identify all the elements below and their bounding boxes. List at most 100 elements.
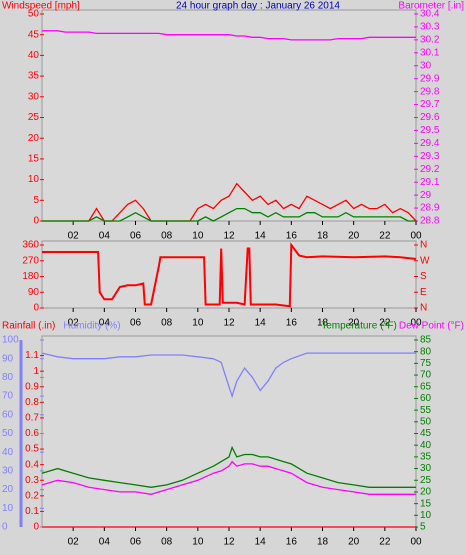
y-tick-label: 0.5	[25, 444, 39, 455]
x-tick-label: 14	[255, 537, 267, 548]
x-tick-label: 00	[410, 537, 422, 548]
y3-tick-label: 0	[2, 522, 8, 533]
x-tick-label: 06	[130, 231, 142, 242]
x-tick-label: 10	[192, 537, 204, 548]
y2-tick-label: 70	[420, 370, 432, 381]
plot-frame	[41, 240, 417, 309]
x-tick-label: 00	[410, 231, 422, 242]
y2-tick-label: 29.8	[420, 86, 440, 97]
y2-tick-label: 30.1	[420, 47, 440, 58]
y-tick-label: 270	[22, 255, 39, 266]
x-tick-label: 22	[379, 537, 391, 548]
x-tick-label: 20	[348, 318, 360, 329]
y-tick-label: 0	[33, 522, 39, 533]
y2-tick-label: 65	[420, 381, 432, 392]
y-tick-label: 0.9	[25, 381, 39, 392]
y-tick-label: 15	[28, 154, 40, 165]
x-tick-label: 16	[286, 231, 298, 242]
y2-tick-label: 40	[420, 440, 432, 451]
x-tick-label: 08	[161, 231, 173, 242]
y2-tick-label: 28.9	[420, 203, 440, 214]
x-tick-label: 12	[223, 537, 235, 548]
y2-tick-label: 29.9	[420, 73, 440, 84]
x-tick-label: 02	[68, 231, 80, 242]
y-tick-label: 0.2	[25, 490, 39, 501]
series-line	[42, 207, 416, 222]
y2-tick-label: 20	[420, 487, 432, 498]
series-label: Rainfall (.in)	[2, 321, 55, 332]
x-tick-label: 14	[255, 231, 267, 242]
y2-tick-label: 29.7	[420, 99, 440, 110]
y-tick-label: 25	[28, 112, 40, 123]
y2-tick-label: 30	[420, 60, 432, 71]
y-tick-label: 0.7	[25, 413, 39, 424]
y2-tick-label: 45	[420, 428, 432, 439]
y-tick-label: 20	[28, 133, 40, 144]
x-tick-label: 04	[99, 231, 111, 242]
y2-tick-label: 29.6	[420, 112, 440, 123]
y2-tick-label: E	[420, 287, 427, 298]
y2-tick-label: N	[420, 240, 427, 251]
y2-tick-label: 29.4	[420, 138, 440, 149]
chart-title: 24 hour graph day : January 26 2014	[176, 1, 340, 12]
x-tick-label: 16	[286, 318, 298, 329]
y2-tick-label: 25	[420, 475, 432, 486]
y-tick-label: 30	[28, 91, 40, 102]
y3-tick-label: 70	[2, 391, 14, 402]
y2-tick-label: W	[420, 255, 430, 266]
x-tick-label: 18	[317, 318, 329, 329]
x-tick-label: 16	[286, 537, 298, 548]
series-label: Barometer [.in]	[398, 1, 464, 12]
y2-tick-label: 5	[420, 522, 426, 533]
y2-tick-label: 10	[420, 510, 432, 521]
x-tick-label: 06	[130, 537, 142, 548]
y-tick-label: 0.1	[25, 506, 39, 517]
y3-tick-label: 60	[2, 409, 14, 420]
y2-tick-label: N	[420, 303, 427, 314]
y2-tick-label: 29.3	[420, 151, 440, 162]
x-tick-label: 14	[255, 318, 267, 329]
series-line	[41, 352, 416, 399]
y2-tick-label: 29.1	[420, 177, 440, 188]
y-tick-label: 0	[33, 216, 39, 227]
y-tick-label: 45	[28, 29, 40, 40]
plot-frame	[41, 335, 417, 528]
y-tick-label: 0	[33, 303, 39, 314]
y-tick-label: 360	[22, 240, 39, 251]
y-tick-label: 0.8	[25, 397, 39, 408]
y2-tick-label: 80	[420, 346, 432, 357]
x-tick-label: 10	[192, 231, 204, 242]
x-tick-label: 12	[223, 318, 235, 329]
x-tick-label: 02	[68, 318, 80, 329]
y-tick-label: 0.6	[25, 428, 39, 439]
y-tick-label: 180	[22, 271, 39, 282]
series-line	[41, 460, 416, 495]
y2-tick-label: 55	[420, 405, 432, 416]
y3-tick-label: 40	[2, 447, 14, 458]
x-tick-label: 12	[223, 231, 235, 242]
series-label: Temperature (°F)	[321, 321, 397, 332]
y2-tick-label: 30	[420, 463, 432, 474]
series-label: Dew Point (°F)	[399, 321, 464, 332]
y3-tick-label: 20	[2, 484, 14, 495]
series-line	[42, 30, 416, 41]
y2-tick-label: 35	[420, 452, 432, 463]
y2-tick-label: 29.2	[420, 164, 440, 175]
y2-tick-label: 29.5	[420, 125, 440, 136]
series-line	[41, 445, 416, 488]
x-tick-label: 04	[99, 537, 111, 548]
y2-tick-label: S	[420, 271, 427, 282]
y2-tick-label: 28.8	[420, 216, 440, 227]
y2-tick-label: 30.3	[420, 22, 440, 33]
x-tick-label: 18	[317, 231, 329, 242]
y2-tick-label: 30.4	[420, 9, 440, 20]
y-tick-label: 35	[28, 71, 40, 82]
y2-tick-label: 29	[420, 190, 432, 201]
y3-tick-label: 100	[2, 335, 19, 346]
y2-tick-label: 75	[420, 358, 432, 369]
x-tick-label: 20	[348, 537, 360, 548]
y-tick-label: 1.1	[25, 350, 39, 361]
y2-tick-label: 15	[420, 498, 432, 509]
y3-tick-label: 90	[2, 353, 14, 364]
